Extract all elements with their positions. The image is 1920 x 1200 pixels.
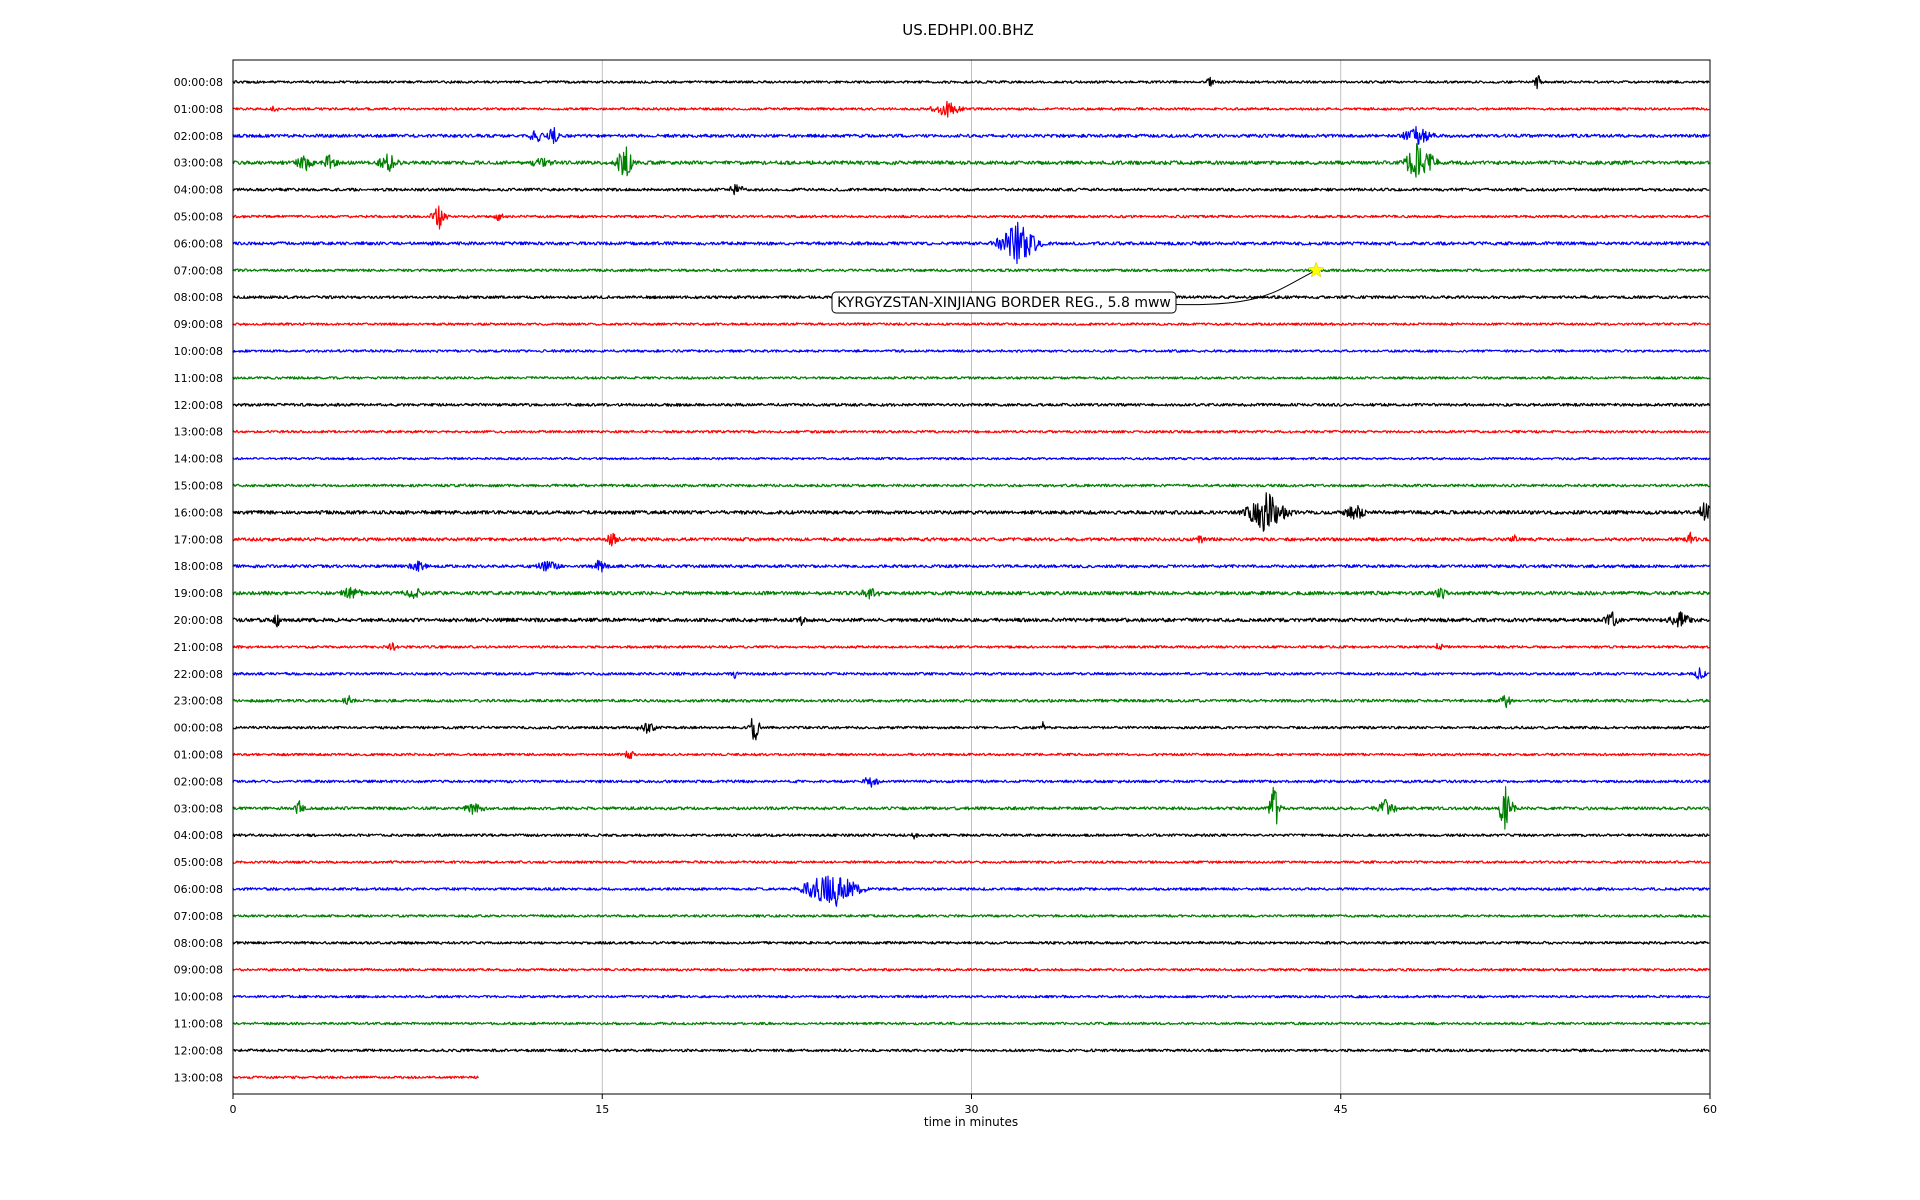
row-label-3: 03:00:08 xyxy=(174,157,223,170)
row-label-29: 05:00:08 xyxy=(174,856,223,869)
row-label-15: 15:00:08 xyxy=(174,480,223,493)
row-label-35: 11:00:08 xyxy=(174,1018,223,1031)
row-label-16: 16:00:08 xyxy=(174,506,223,519)
trace-row-2 xyxy=(232,126,1710,145)
x-tick-label-60: 60 xyxy=(1703,1103,1717,1116)
trace-row-32 xyxy=(232,940,1710,945)
row-label-5: 05:00:08 xyxy=(174,211,223,224)
x-tick-label-45: 45 xyxy=(1334,1103,1348,1116)
x-axis-label: time in minutes xyxy=(924,1115,1018,1129)
trace-row-15 xyxy=(232,483,1710,488)
trace-row-22 xyxy=(232,667,1710,680)
trace-row-1 xyxy=(232,100,1710,118)
row-label-33: 09:00:08 xyxy=(174,964,223,977)
trace-row-3 xyxy=(232,143,1710,178)
row-label-24: 00:00:08 xyxy=(174,722,223,735)
trace-row-7 xyxy=(232,268,1710,273)
trace-row-6 xyxy=(232,221,1710,265)
row-label-27: 03:00:08 xyxy=(174,802,223,815)
trace-row-5 xyxy=(232,205,1710,230)
x-axis: 0 15 30 45 60 xyxy=(230,1094,1717,1116)
trace-row-28 xyxy=(232,832,1710,840)
row-label-34: 10:00:08 xyxy=(174,991,223,1004)
trace-row-10 xyxy=(232,349,1710,353)
row-label-30: 06:00:08 xyxy=(174,883,223,896)
row-label-31: 07:00:08 xyxy=(174,910,223,923)
trace-row-25 xyxy=(232,750,1710,759)
x-tick-label-0: 0 xyxy=(230,1103,237,1116)
trace-row-11 xyxy=(232,376,1710,380)
trace-row-37 xyxy=(232,1075,479,1080)
row-label-4: 04:00:08 xyxy=(174,184,223,197)
row-label-37: 13:00:08 xyxy=(174,1071,223,1084)
trace-row-27 xyxy=(232,786,1710,830)
trace-row-26 xyxy=(232,777,1710,788)
trace-row-23 xyxy=(232,694,1710,709)
row-label-13: 13:00:08 xyxy=(174,426,223,439)
row-label-2: 02:00:08 xyxy=(174,130,223,143)
row-label-18: 18:00:08 xyxy=(174,560,223,573)
row-label-6: 06:00:08 xyxy=(174,237,223,250)
row-label-7: 07:00:08 xyxy=(174,264,223,277)
row-label-11: 11:00:08 xyxy=(174,372,223,385)
row-label-23: 23:00:08 xyxy=(174,695,223,708)
row-label-12: 12:00:08 xyxy=(174,399,223,412)
row-label-8: 08:00:08 xyxy=(174,291,223,304)
trace-row-30 xyxy=(232,875,1710,907)
trace-row-17 xyxy=(232,531,1710,547)
row-label-22: 22:00:08 xyxy=(174,668,223,681)
chart-title: US.EDHPI.00.BHZ xyxy=(902,21,1034,39)
row-label-20: 20:00:08 xyxy=(174,614,223,627)
row-label-21: 21:00:08 xyxy=(174,641,223,654)
trace-row-12 xyxy=(232,402,1710,407)
row-label-9: 09:00:08 xyxy=(174,318,223,331)
vertical-grid xyxy=(601,60,1342,1094)
row-label-14: 14:00:08 xyxy=(174,453,223,466)
annotation-connector xyxy=(1175,269,1317,306)
row-label-26: 02:00:08 xyxy=(174,775,223,788)
x-tick-label-15: 15 xyxy=(595,1103,609,1116)
event-annotation: KYRGYZSTAN-XINJIANG BORDER REG., 5.8 mww xyxy=(831,261,1325,314)
trace-row-31 xyxy=(232,914,1710,918)
annotation-box xyxy=(831,291,1177,314)
trace-row-34 xyxy=(232,994,1710,999)
trace-row-20 xyxy=(232,611,1710,628)
row-label-17: 17:00:08 xyxy=(174,533,223,546)
trace-row-4 xyxy=(232,183,1710,196)
trace-row-14 xyxy=(232,456,1710,461)
row-label-28: 04:00:08 xyxy=(174,829,223,842)
trace-row-21 xyxy=(232,642,1710,651)
row-time-labels: 00:00:08 01:00:08 02:00:08 03:00:08 04:00:08… xyxy=(174,76,223,1084)
x-tick-label-30: 30 xyxy=(965,1103,979,1116)
trace-row-0 xyxy=(232,75,1710,90)
trace-row-33 xyxy=(232,967,1710,972)
row-label-36: 12:00:08 xyxy=(174,1044,223,1057)
trace-row-19 xyxy=(232,586,1710,600)
seismic-traces xyxy=(232,75,1710,1080)
trace-row-35 xyxy=(232,1021,1710,1026)
row-label-19: 19:00:08 xyxy=(174,587,223,600)
trace-row-13 xyxy=(232,429,1710,434)
row-label-1: 01:00:08 xyxy=(174,103,223,116)
row-label-0: 00:00:08 xyxy=(174,76,223,89)
event-star-marker xyxy=(1307,261,1325,278)
row-label-25: 01:00:08 xyxy=(174,749,223,762)
trace-row-18 xyxy=(232,559,1710,573)
trace-row-9 xyxy=(232,322,1710,326)
trace-row-16 xyxy=(232,492,1710,532)
trace-row-24 xyxy=(232,718,1710,741)
annotation-label: KYRGYZSTAN-XINJIANG BORDER REG., 5.8 mww xyxy=(837,295,1171,311)
trace-row-29 xyxy=(232,860,1710,864)
row-label-32: 08:00:08 xyxy=(174,937,223,950)
row-label-10: 10:00:08 xyxy=(174,345,223,358)
trace-row-36 xyxy=(232,1048,1710,1053)
